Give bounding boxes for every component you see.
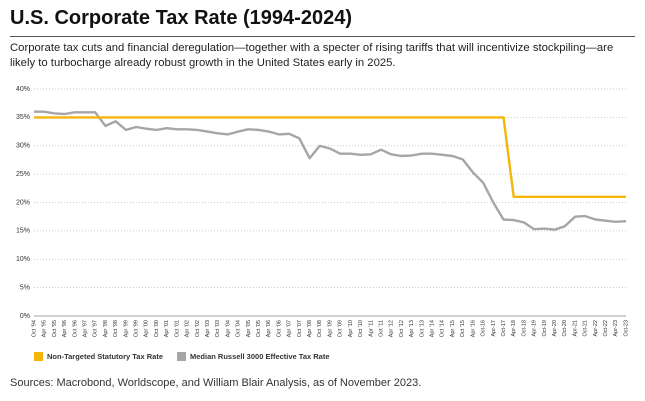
x-tick-label: Apr-20 [552, 320, 558, 337]
x-tick-label: Oct '94 [31, 320, 37, 337]
x-tick-label: Oct '15 [460, 320, 466, 337]
x-tick-label: Oct-23 [623, 320, 629, 337]
y-tick-label: 15% [16, 228, 30, 235]
x-tick-label: Oct '11 [378, 320, 384, 337]
x-tick-label: Apr '14 [430, 320, 436, 337]
x-tick-label: Apr-19 [532, 320, 538, 337]
x-tick-label: Apr '99 [123, 320, 129, 337]
x-tick-label: Oct '02 [195, 320, 201, 337]
x-tick-label: Oct '07 [297, 320, 303, 337]
y-tick-label: 25% [16, 171, 30, 178]
chart-title: U.S. Corporate Tax Rate (1994-2024) [10, 7, 352, 29]
title-rule [10, 36, 635, 37]
y-tick-label: 40% [16, 86, 30, 93]
x-tick-label: Apr-17 [491, 320, 497, 337]
x-tick-label: Apr '02 [185, 320, 191, 337]
x-tick-label: Oct '06 [276, 320, 282, 337]
x-tick-label: Apr '16 [470, 320, 476, 337]
x-tick-label: Oct-22 [603, 320, 609, 337]
x-tick-label: Apr '96 [62, 320, 68, 337]
chart-subtitle: Corporate tax cuts and financial deregul… [10, 42, 614, 69]
x-tick-label: Apr '07 [287, 320, 293, 337]
x-tick-label: Apr '09 [327, 320, 333, 337]
series-line [34, 110, 627, 231]
x-tick-label: Oct '13 [419, 320, 425, 337]
source-note: Sources: Macrobond, Worldscope, and Will… [10, 377, 422, 389]
x-tick-label: Apr '00 [144, 320, 150, 337]
x-tick-label: Apr '15 [450, 320, 456, 337]
y-tick-label: 35% [16, 114, 30, 121]
x-tick-label: Oct '03 [215, 320, 221, 337]
x-tick-label: Apr '98 [103, 320, 109, 337]
x-tick-label: Apr-21 [572, 320, 578, 337]
x-tick-label: Apr '95 [42, 320, 48, 337]
x-tick-label: Apr '01 [164, 320, 170, 337]
x-tick-label: Oct '98 [113, 320, 119, 337]
x-tick-label: Oct '00 [154, 320, 160, 337]
x-tick-label: Oct '05 [256, 320, 262, 337]
x-tick-label: Apr '12 [389, 320, 395, 337]
legend-label: Non-Targeted Statutory Tax Rate [47, 352, 163, 361]
x-tick-label: Oct '04 [236, 320, 242, 337]
x-tick-label: Oct-19 [542, 320, 548, 337]
x-tick-label: Apr '04 [225, 320, 231, 337]
x-tick-label: Apr '13 [409, 320, 415, 337]
x-tick-label: Apr '05 [246, 320, 252, 337]
x-tick-label: Oct-17 [501, 320, 507, 337]
legend-swatch [177, 352, 186, 361]
x-tick-label: Apr '10 [348, 320, 354, 337]
y-tick-label: 0% [20, 313, 30, 320]
x-tick-label: Oct '01 [174, 320, 180, 337]
x-tick-label: Oct-18 [521, 320, 527, 337]
x-tick-label: Oct-21 [583, 320, 589, 337]
legend-swatch [34, 352, 43, 361]
x-tick-label: Apr '08 [307, 320, 313, 337]
y-tick-label: 10% [16, 256, 30, 263]
x-tick-label: Oct '10 [358, 320, 364, 337]
series-line [34, 116, 626, 199]
x-tick-label: Oct '97 [93, 320, 99, 337]
y-tick-label: 5% [20, 284, 30, 291]
x-tick-label: Oct '08 [317, 320, 323, 337]
x-tick-label: Oct '96 [72, 320, 78, 337]
x-tick-label: Apr '97 [82, 320, 88, 337]
legend-label: Median Russell 3000 Effective Tax Rate [190, 352, 330, 361]
x-tick-label: Oct-16 [481, 320, 487, 337]
x-tick-label: Oct '95 [52, 320, 58, 337]
y-tick-label: 20% [16, 199, 30, 206]
x-tick-label: Oct-20 [562, 320, 568, 337]
y-tick-label: 30% [16, 143, 30, 150]
x-tick-label: Apr '11 [368, 320, 374, 337]
x-tick-label: Apr-22 [593, 320, 599, 337]
x-tick-label: Apr-18 [511, 320, 517, 337]
x-tick-label: Oct '99 [134, 320, 140, 337]
x-tick-label: Apr '06 [266, 320, 272, 337]
x-tick-label: Oct '14 [440, 320, 446, 337]
x-tick-label: Apr-23 [613, 320, 619, 337]
x-tick-label: Oct '12 [399, 320, 405, 337]
x-tick-label: Apr '03 [205, 320, 211, 337]
x-tick-label: Oct '09 [338, 320, 344, 337]
